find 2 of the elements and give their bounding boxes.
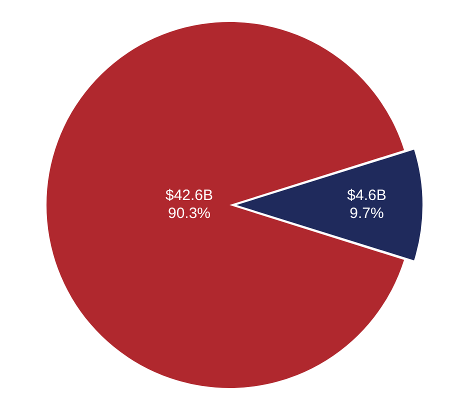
data-label: $42.6B 90.3% — [165, 187, 214, 222]
data-label: $4.6B 9.7% — [347, 187, 386, 222]
